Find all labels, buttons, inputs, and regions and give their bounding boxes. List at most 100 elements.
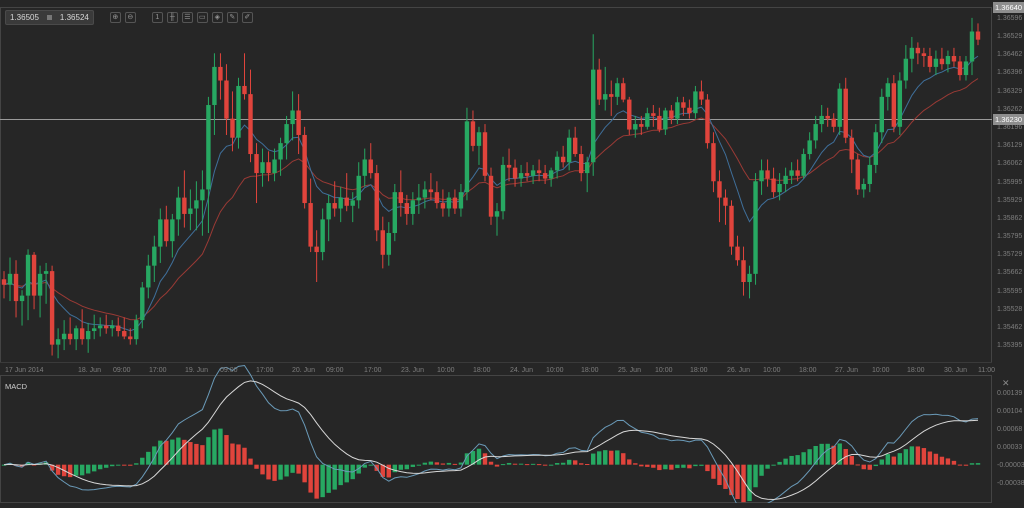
- candle-body: [350, 200, 355, 206]
- candle-body: [194, 200, 199, 209]
- time-tick: 10:00: [437, 367, 455, 374]
- candle-body: [867, 164, 872, 184]
- zoom-in-button[interactable]: ⊕: [109, 11, 121, 23]
- candle-body: [362, 159, 367, 176]
- layers-button[interactable]: ◈: [211, 11, 223, 23]
- candle-body: [314, 246, 319, 253]
- macd-histogram-bar: [963, 464, 969, 466]
- macd-histogram-bar: [609, 450, 614, 465]
- candle-body: [957, 61, 963, 76]
- candle-body: [657, 115, 662, 130]
- macd-histogram-bar: [452, 463, 458, 465]
- macd-histogram-bar: [200, 445, 205, 465]
- candle-body: [512, 167, 518, 179]
- candle-body: [248, 94, 253, 155]
- macd-histogram-bar: [440, 463, 446, 465]
- candle-body: [188, 208, 193, 214]
- candle-body: [554, 156, 560, 171]
- macd-histogram-bar: [248, 458, 253, 465]
- macd-close-icon[interactable]: ✕: [1002, 378, 1010, 388]
- template-button[interactable]: ▭: [196, 11, 208, 23]
- macd-histogram-bar: [260, 464, 265, 475]
- candle-body: [933, 58, 939, 67]
- macd-histogram-bar: [13, 464, 19, 466]
- candle-body: [627, 99, 632, 130]
- macd-histogram-bar: [116, 464, 121, 466]
- candle-body: [843, 88, 848, 138]
- candle-body: [296, 110, 301, 135]
- candle-body: [410, 200, 416, 214]
- candle-body: [200, 189, 205, 201]
- signal-line: [3, 380, 979, 501]
- price-tick: 1.35395: [997, 342, 1023, 349]
- macd-histogram-bar: [73, 464, 79, 476]
- candle-body: [945, 56, 951, 65]
- macd-histogram-bar: [663, 464, 668, 470]
- candle-body: [500, 164, 506, 212]
- candle-body: [97, 325, 103, 329]
- candle-body: [290, 110, 295, 125]
- macd-line: [3, 364, 979, 508]
- macd-histogram-bar: [819, 443, 824, 465]
- time-tick: 19. Jun: [185, 367, 208, 374]
- candle-body: [464, 121, 470, 193]
- macd-histogram-bar: [320, 464, 325, 498]
- candle-body: [615, 83, 620, 97]
- candle-body: [344, 197, 349, 206]
- candle-body: [458, 192, 464, 209]
- macd-histogram-bar: [837, 443, 842, 465]
- crosshair-price-tag: 1.36230: [993, 114, 1024, 125]
- macd-histogram-bar: [19, 464, 25, 467]
- price-tick: 1.35729: [997, 251, 1023, 259]
- candle-body: [146, 265, 151, 288]
- price-tick: 1.35662: [997, 269, 1023, 277]
- macd-histogram-bar: [122, 464, 127, 466]
- candle-body: [422, 189, 428, 198]
- candle-body: [735, 246, 740, 261]
- macd-histogram-bar: [639, 464, 644, 467]
- macd-histogram-bar: [867, 464, 872, 470]
- macd-histogram-bar: [681, 464, 686, 468]
- time-tick: 09:00: [113, 367, 131, 374]
- macd-histogram-bar: [554, 463, 560, 465]
- candle-body: [55, 339, 61, 345]
- candle-body: [645, 113, 650, 127]
- macd-histogram-bar: [705, 464, 710, 472]
- candle-body: [164, 219, 169, 242]
- bid-price: 1.36505: [10, 12, 39, 22]
- candle-body: [548, 170, 554, 179]
- time-tick: 18:00: [581, 367, 599, 374]
- candle-body: [560, 156, 566, 163]
- time-tick: 09:00: [326, 367, 344, 374]
- pen-button[interactable]: ✐: [241, 11, 253, 23]
- candle-body: [338, 197, 343, 209]
- draw-button[interactable]: ✎: [226, 11, 238, 23]
- macd-histogram-bar: [873, 464, 878, 467]
- macd-histogram-bar: [1, 464, 7, 466]
- chart-type-button[interactable]: ╫: [166, 11, 178, 23]
- macd-histogram-bar: [512, 463, 518, 465]
- macd-histogram-bar: [428, 461, 434, 465]
- candle-body: [476, 132, 482, 146]
- timeframe-button[interactable]: 1: [151, 11, 163, 23]
- candle-body: [885, 83, 891, 97]
- macd-histogram-bar: [326, 464, 331, 493]
- macd-histogram-bar: [290, 464, 295, 473]
- macd-histogram-bar: [344, 464, 349, 483]
- macd-histogram-bar: [128, 464, 133, 466]
- candle-body: [639, 124, 644, 127]
- zoom-out-button[interactable]: ⊖: [124, 11, 136, 23]
- macd-histogram-bar: [224, 435, 229, 465]
- candle-body: [783, 175, 788, 184]
- time-tick: 30. Jun: [944, 367, 967, 374]
- price-tick: 1.35862: [997, 214, 1023, 222]
- macd-histogram-bar: [795, 455, 800, 465]
- candle-body: [266, 162, 271, 174]
- macd-histogram-bar: [524, 464, 530, 466]
- macd-pane-border: [0, 375, 992, 503]
- indicators-button[interactable]: ☰: [181, 11, 193, 23]
- macd-histogram-bar: [813, 445, 818, 465]
- price-tick: 1.36529: [997, 33, 1023, 41]
